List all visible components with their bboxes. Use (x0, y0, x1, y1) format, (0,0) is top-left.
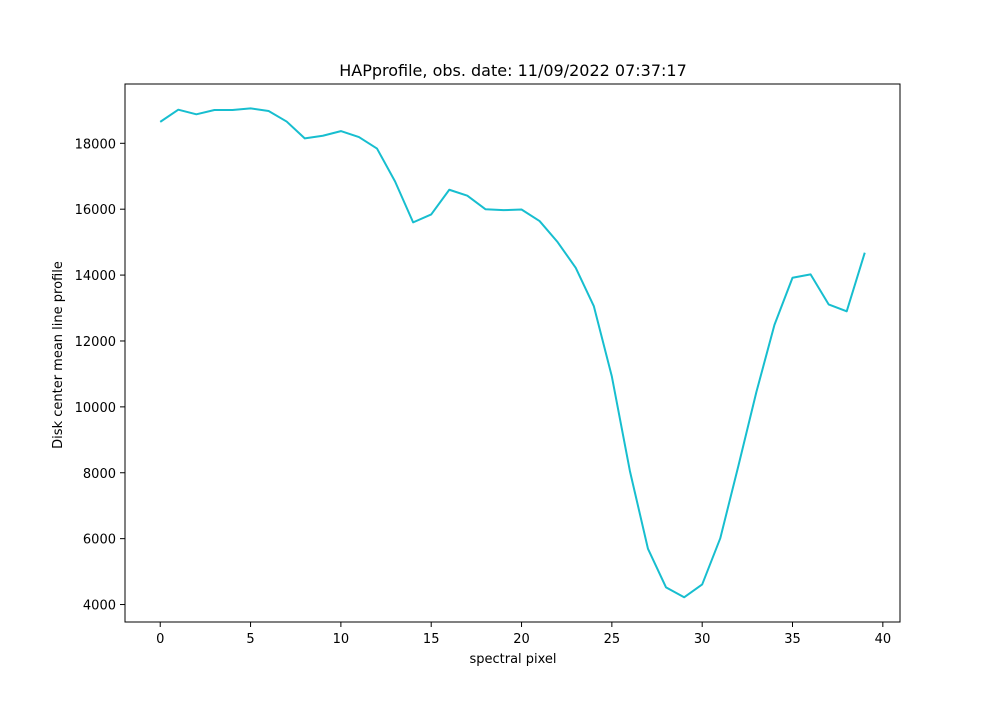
y-tick-label-10000: 10000 (75, 401, 116, 416)
chart-title: HAPprofile, obs. date: 11/09/2022 07:37:… (339, 61, 687, 80)
y-tick-label-8000: 8000 (83, 467, 116, 482)
y-tick-label-12000: 12000 (75, 335, 116, 350)
y-tick-label-4000: 4000 (83, 599, 116, 614)
x-tick-label-25: 25 (604, 632, 621, 647)
y-tick-label-6000: 6000 (83, 533, 116, 548)
y-axis-label: Disk center mean line profile (51, 261, 66, 449)
x-tick-label-0: 0 (156, 632, 164, 647)
x-tick-label-15: 15 (423, 632, 440, 647)
x-axis-label: spectral pixel (469, 652, 556, 667)
y-tick-label-14000: 14000 (75, 269, 116, 284)
y-tick-label-18000: 18000 (75, 137, 116, 152)
plot-area: 0 5 10 15 20 25 30 35 40 4000 6000 8000 10000 12000 14… (75, 83, 901, 647)
x-tick-label-10: 10 (333, 632, 350, 647)
x-tick-label-5: 5 (246, 632, 254, 647)
x-tick-label-30: 30 (694, 632, 711, 647)
x-tick-label-35: 35 (784, 632, 801, 647)
plot-frame (124, 83, 901, 623)
y-tick-label-16000: 16000 (75, 203, 116, 218)
series-line-0 (159, 107, 866, 599)
x-tick-label-20: 20 (513, 632, 530, 647)
x-tick-label-40: 40 (875, 632, 892, 647)
